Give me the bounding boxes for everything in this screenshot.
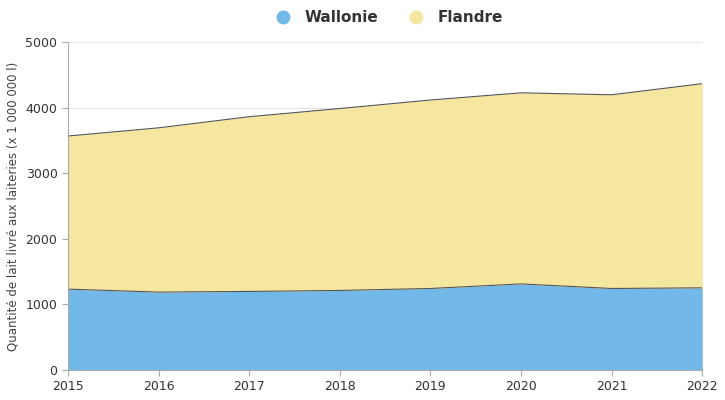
Legend: Wallonie, Flandre: Wallonie, Flandre xyxy=(261,4,509,32)
Y-axis label: Quantité de lait livré aux laiteries (x 1 000 000 l): Quantité de lait livré aux laiteries (x … xyxy=(7,62,20,351)
